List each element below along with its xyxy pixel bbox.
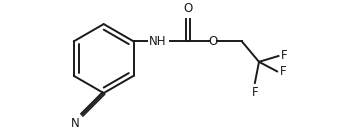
Text: NH: NH	[148, 35, 166, 48]
Text: O: O	[184, 2, 193, 15]
Text: F: F	[252, 86, 258, 99]
Text: N: N	[71, 117, 79, 130]
Text: F: F	[279, 65, 286, 78]
Text: O: O	[209, 35, 218, 48]
Text: F: F	[281, 50, 287, 62]
